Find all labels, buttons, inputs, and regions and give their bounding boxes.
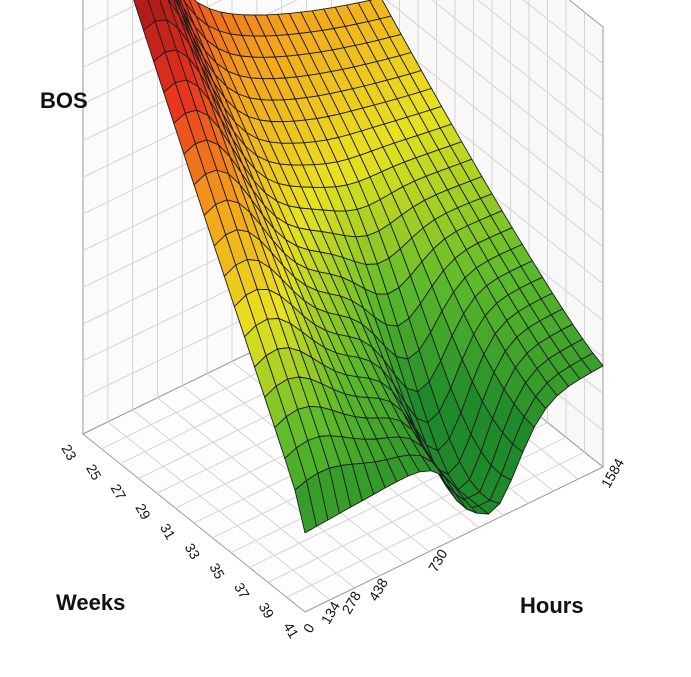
hours-tick-label: 0 bbox=[300, 621, 318, 636]
z-axis-title: BOS bbox=[40, 88, 88, 113]
weeks-tick-label: 33 bbox=[182, 540, 204, 562]
weeks-tick-label: 39 bbox=[256, 600, 278, 622]
grid-line bbox=[522, 0, 604, 65]
weeks-tick-label: 27 bbox=[108, 481, 130, 503]
weeks-tick-label: 31 bbox=[157, 521, 179, 543]
y-axis-title: Hours bbox=[520, 593, 584, 618]
x-axis-title: Weeks bbox=[56, 590, 125, 615]
grid-line bbox=[477, 0, 604, 101]
weeks-tick-label: 37 bbox=[231, 580, 253, 602]
weeks-tick-label: 41 bbox=[280, 620, 302, 642]
weeks-tick-label: 23 bbox=[58, 442, 80, 464]
weeks-tick-label: 29 bbox=[132, 501, 154, 523]
grid-line bbox=[82, 0, 223, 68]
weeks-tick-label: 25 bbox=[83, 461, 105, 483]
weeks-tick-label: 35 bbox=[206, 560, 228, 582]
grid-line bbox=[431, 0, 604, 138]
surface-cell bbox=[294, 480, 317, 534]
surface-mesh bbox=[133, 0, 604, 534]
grid-line bbox=[82, 0, 148, 32]
